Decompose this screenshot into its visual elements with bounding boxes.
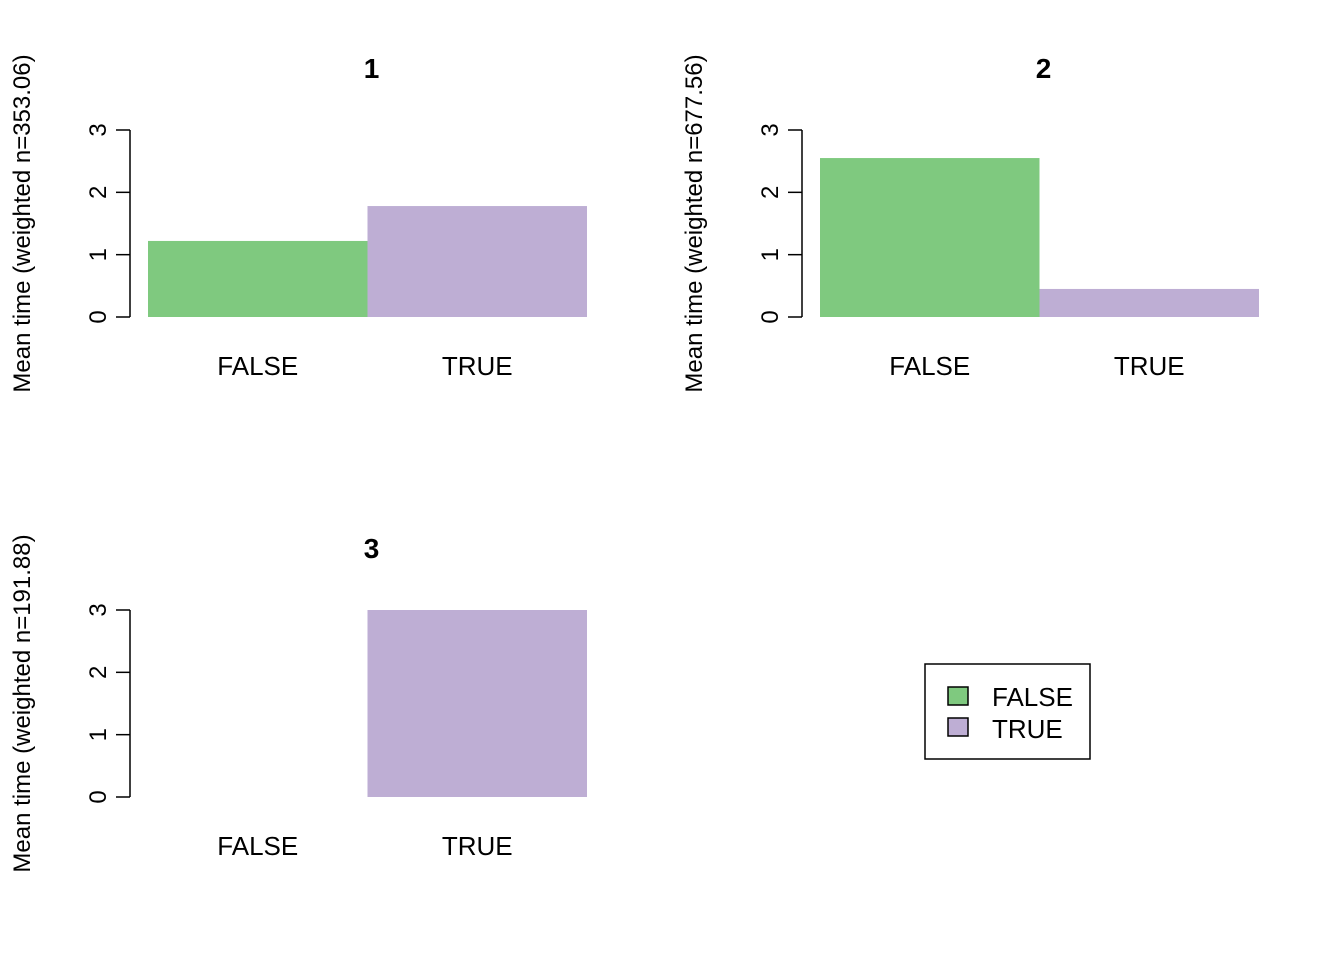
x-category-label: FALSE — [217, 831, 298, 861]
y-tick-label: 0 — [757, 310, 784, 323]
x-category-label: TRUE — [1114, 351, 1185, 381]
bar-true — [367, 610, 587, 797]
y-tick-label: 2 — [757, 186, 784, 199]
x-category-label: TRUE — [442, 351, 513, 381]
x-category-label: TRUE — [442, 831, 513, 861]
y-axis-label: Mean time (weighted n=191.88) — [9, 534, 36, 872]
chart-title: 3 — [364, 533, 380, 564]
y-tick-label: 3 — [85, 123, 112, 136]
legend-swatch-true — [947, 717, 969, 737]
y-axis-label: Mean time (weighted n=353.06) — [9, 54, 36, 392]
bar-true — [1039, 288, 1259, 317]
legend-box — [924, 663, 1091, 760]
y-tick-label: 3 — [85, 603, 112, 616]
chart-title: 1 — [364, 53, 380, 84]
chart-panel-1: 1 0 1 2 3 Mean time (weighted n=353.06) FALSE T… — [9, 53, 587, 393]
y-tick-label: 0 — [85, 790, 112, 803]
bar-false — [148, 240, 368, 317]
legend: FALSE TRUE — [924, 663, 1091, 760]
y-tick-label: 1 — [85, 248, 112, 261]
chart-title: 2 — [1036, 53, 1052, 84]
y-tick-label: 0 — [85, 310, 112, 323]
legend-swatch-false — [947, 686, 969, 706]
x-category-label: FALSE — [217, 351, 298, 381]
bar-false — [820, 158, 1040, 317]
chart-panel-2: 2 0 1 2 3 Mean time (weighted n=677.56) FALSE T… — [681, 53, 1259, 393]
y-tick-label: 2 — [85, 666, 112, 679]
bar-true — [367, 206, 587, 317]
legend-label-true: TRUE — [992, 714, 1063, 744]
y-axis-label: Mean time (weighted n=677.56) — [681, 54, 708, 392]
y-tick-label: 2 — [85, 186, 112, 199]
y-tick-label: 3 — [757, 123, 784, 136]
legend-label-false: FALSE — [992, 682, 1073, 712]
x-category-label: FALSE — [889, 351, 970, 381]
y-tick-label: 1 — [85, 728, 112, 741]
y-tick-label: 1 — [757, 248, 784, 261]
chart-panel-3: 3 0 1 2 3 Mean time (weighted n=191.88) FALSE T… — [9, 533, 587, 873]
